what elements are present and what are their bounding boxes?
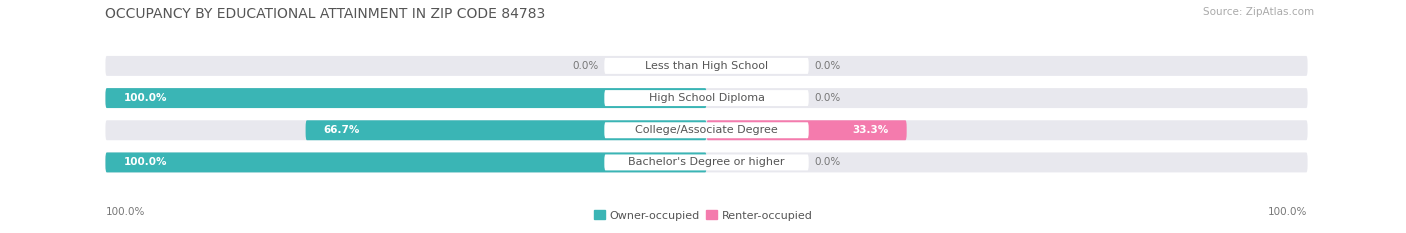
FancyBboxPatch shape (105, 88, 707, 108)
Text: High School Diploma: High School Diploma (648, 93, 765, 103)
Text: 100.0%: 100.0% (105, 207, 145, 217)
Text: 0.0%: 0.0% (814, 61, 841, 71)
Text: 0.0%: 0.0% (814, 158, 841, 168)
FancyBboxPatch shape (305, 120, 707, 140)
FancyBboxPatch shape (707, 120, 907, 140)
Text: 0.0%: 0.0% (814, 93, 841, 103)
Legend: Owner-occupied, Renter-occupied: Owner-occupied, Renter-occupied (589, 206, 817, 225)
FancyBboxPatch shape (605, 90, 808, 106)
FancyBboxPatch shape (105, 56, 1308, 76)
Text: 0.0%: 0.0% (572, 61, 599, 71)
Text: Less than High School: Less than High School (645, 61, 768, 71)
Text: College/Associate Degree: College/Associate Degree (636, 125, 778, 135)
FancyBboxPatch shape (105, 152, 1308, 172)
Text: 33.3%: 33.3% (852, 125, 889, 135)
Text: Source: ZipAtlas.com: Source: ZipAtlas.com (1204, 7, 1315, 17)
Text: 66.7%: 66.7% (323, 125, 360, 135)
FancyBboxPatch shape (605, 122, 808, 138)
FancyBboxPatch shape (105, 88, 1308, 108)
FancyBboxPatch shape (105, 120, 1308, 140)
FancyBboxPatch shape (605, 58, 808, 74)
Text: Bachelor's Degree or higher: Bachelor's Degree or higher (628, 158, 785, 168)
Text: OCCUPANCY BY EDUCATIONAL ATTAINMENT IN ZIP CODE 84783: OCCUPANCY BY EDUCATIONAL ATTAINMENT IN Z… (105, 7, 546, 21)
FancyBboxPatch shape (605, 154, 808, 170)
Text: 100.0%: 100.0% (124, 93, 167, 103)
Text: 100.0%: 100.0% (124, 158, 167, 168)
Text: 100.0%: 100.0% (1268, 207, 1308, 217)
FancyBboxPatch shape (105, 152, 707, 172)
